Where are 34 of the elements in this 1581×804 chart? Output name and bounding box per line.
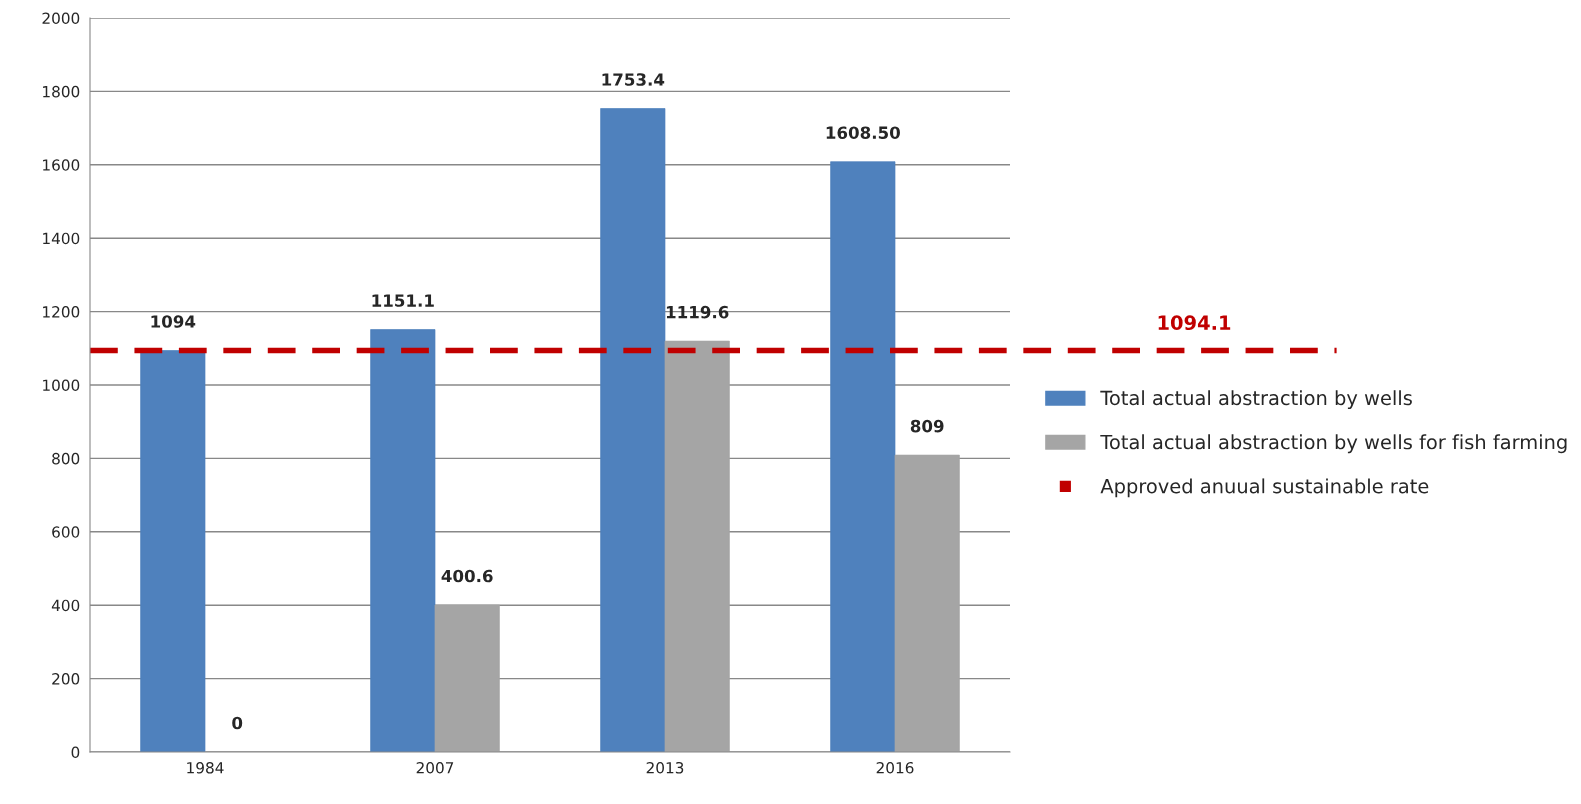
x-tick-label: 1984: [187, 761, 224, 774]
legend-label: Total actual abstraction by wells for fish farming: [1100, 434, 1567, 454]
data-label: 1753.4: [602, 73, 665, 86]
y-tick-label: 1400: [43, 232, 80, 245]
data-label: 1094: [151, 315, 196, 328]
y-tick-label: 600: [52, 526, 80, 538]
data-label: 400.6: [441, 569, 493, 583]
x-tick-label: 2007: [416, 761, 454, 774]
y-tick-label: 200: [52, 673, 80, 685]
x-tick-label: 2013: [646, 761, 684, 774]
bar: [370, 329, 436, 752]
data-label: 1151.1: [372, 294, 434, 307]
legend-label: Approved anuual sustainable rate: [1100, 478, 1429, 498]
bar: [830, 161, 896, 752]
y-tick-label: 1800: [43, 85, 80, 98]
bar: [600, 108, 666, 752]
y-tick-label: 0: [71, 746, 80, 759]
data-label: 1608.50: [826, 126, 900, 140]
bar: [664, 340, 730, 752]
y-tick-label: 1200: [43, 306, 80, 318]
y-tick-label: 800: [52, 452, 80, 465]
bar: [894, 454, 960, 752]
data-label: 0: [232, 716, 243, 730]
bar: [140, 350, 206, 752]
annotation: 1094.1: [1158, 315, 1231, 331]
x-tick-label: 2016: [876, 761, 914, 774]
y-tick-label: 1600: [43, 159, 80, 171]
bar: [434, 604, 500, 752]
data-label: 809: [910, 419, 944, 433]
y-tick-label: 400: [51, 599, 80, 612]
y-tick-label: 2000: [42, 12, 80, 25]
data-label: 1119.6: [666, 305, 729, 319]
y-tick-label: 1000: [43, 379, 80, 392]
legend-label: Total actual abstraction by wells: [1100, 390, 1412, 410]
